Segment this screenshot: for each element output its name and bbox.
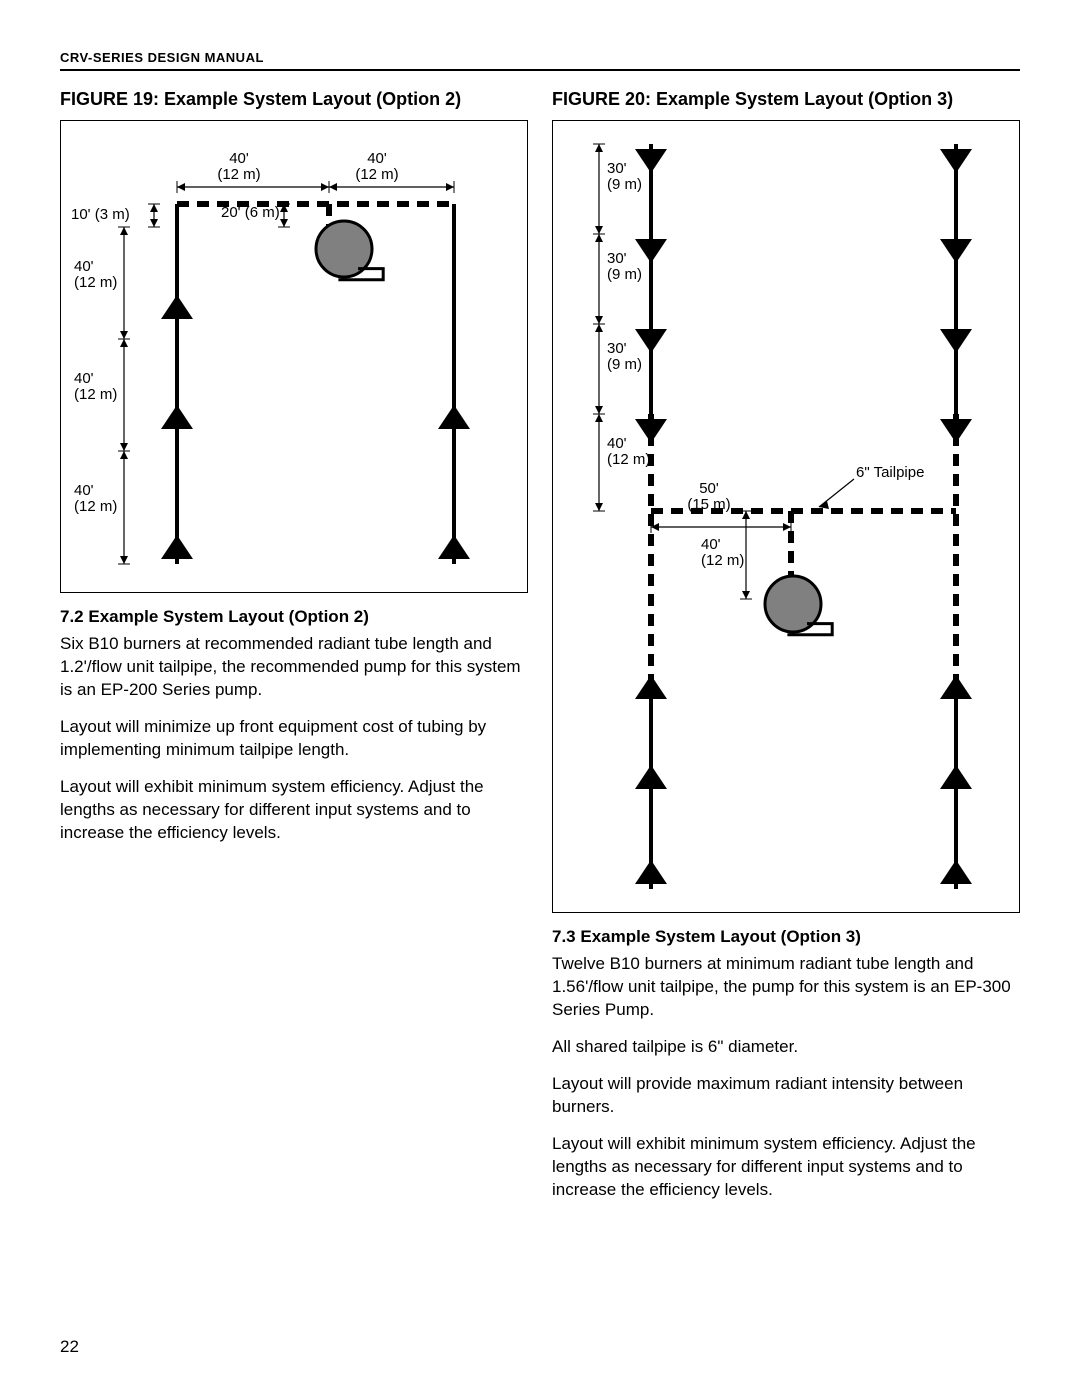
svg-text:(15 m): (15 m) bbox=[687, 496, 730, 513]
section-7-3-p2: All shared tailpipe is 6" diameter. bbox=[552, 1036, 1020, 1059]
section-7-3-p1: Twelve B10 burners at minimum radiant tu… bbox=[552, 953, 1020, 1022]
figure-20-diagram: 30'(9 m)30'(9 m)30'(9 m)40'(12 m)50'(15 … bbox=[561, 129, 991, 899]
svg-text:(12 m): (12 m) bbox=[701, 552, 744, 569]
svg-text:40': 40' bbox=[701, 536, 721, 553]
section-7-3-heading: 7.3 Example System Layout (Option 3) bbox=[552, 927, 1020, 947]
section-7-2-p3: Layout will exhibit minimum system effic… bbox=[60, 776, 528, 845]
svg-text:40': 40' bbox=[367, 150, 387, 167]
figure-20-title: FIGURE 20: Example System Layout (Option… bbox=[552, 89, 1020, 110]
svg-text:(9 m): (9 m) bbox=[607, 176, 642, 193]
figure-19-box: 40'(12 m)40'(12 m)40'(12 m)40'(12 m)40'(… bbox=[60, 120, 528, 593]
svg-text:40': 40' bbox=[74, 370, 94, 387]
svg-text:40': 40' bbox=[74, 482, 94, 499]
svg-text:(9 m): (9 m) bbox=[607, 356, 642, 373]
section-7-3-p4: Layout will exhibit minimum system effic… bbox=[552, 1133, 1020, 1202]
svg-text:(9 m): (9 m) bbox=[607, 266, 642, 283]
svg-text:30': 30' bbox=[607, 160, 627, 177]
section-7-3-p3: Layout will provide maximum radiant inte… bbox=[552, 1073, 1020, 1119]
figure-19-diagram: 40'(12 m)40'(12 m)40'(12 m)40'(12 m)40'(… bbox=[69, 129, 499, 579]
header-rule bbox=[60, 69, 1020, 71]
svg-text:(12 m): (12 m) bbox=[607, 451, 650, 468]
left-column: FIGURE 19: Example System Layout (Option… bbox=[60, 89, 528, 1215]
svg-text:50': 50' bbox=[699, 480, 719, 497]
svg-text:20' (6 m): 20' (6 m) bbox=[221, 204, 280, 221]
svg-text:(12 m): (12 m) bbox=[74, 274, 117, 291]
header-text: CRV-SERIES DESIGN MANUAL bbox=[60, 50, 1020, 65]
svg-text:(12 m): (12 m) bbox=[74, 386, 117, 403]
two-column-layout: FIGURE 19: Example System Layout (Option… bbox=[60, 89, 1020, 1215]
figure-20-box: 30'(9 m)30'(9 m)30'(9 m)40'(12 m)50'(15 … bbox=[552, 120, 1020, 913]
svg-text:30': 30' bbox=[607, 340, 627, 357]
svg-text:40': 40' bbox=[607, 435, 627, 452]
svg-text:40': 40' bbox=[229, 150, 249, 167]
section-7-2-p1: Six B10 burners at recommended radiant t… bbox=[60, 633, 528, 702]
svg-text:40': 40' bbox=[74, 258, 94, 275]
right-column: FIGURE 20: Example System Layout (Option… bbox=[552, 89, 1020, 1215]
section-7-2-p2: Layout will minimize up front equipment … bbox=[60, 716, 528, 762]
svg-text:(12 m): (12 m) bbox=[74, 498, 117, 515]
section-7-2-heading: 7.2 Example System Layout (Option 2) bbox=[60, 607, 528, 627]
svg-text:10' (3 m): 10' (3 m) bbox=[71, 206, 130, 223]
svg-text:6" Tailpipe: 6" Tailpipe bbox=[856, 464, 924, 481]
page-number: 22 bbox=[60, 1337, 79, 1357]
svg-text:(12 m): (12 m) bbox=[217, 166, 260, 183]
figure-19-title: FIGURE 19: Example System Layout (Option… bbox=[60, 89, 528, 110]
svg-text:(12 m): (12 m) bbox=[355, 166, 398, 183]
svg-text:30': 30' bbox=[607, 250, 627, 267]
